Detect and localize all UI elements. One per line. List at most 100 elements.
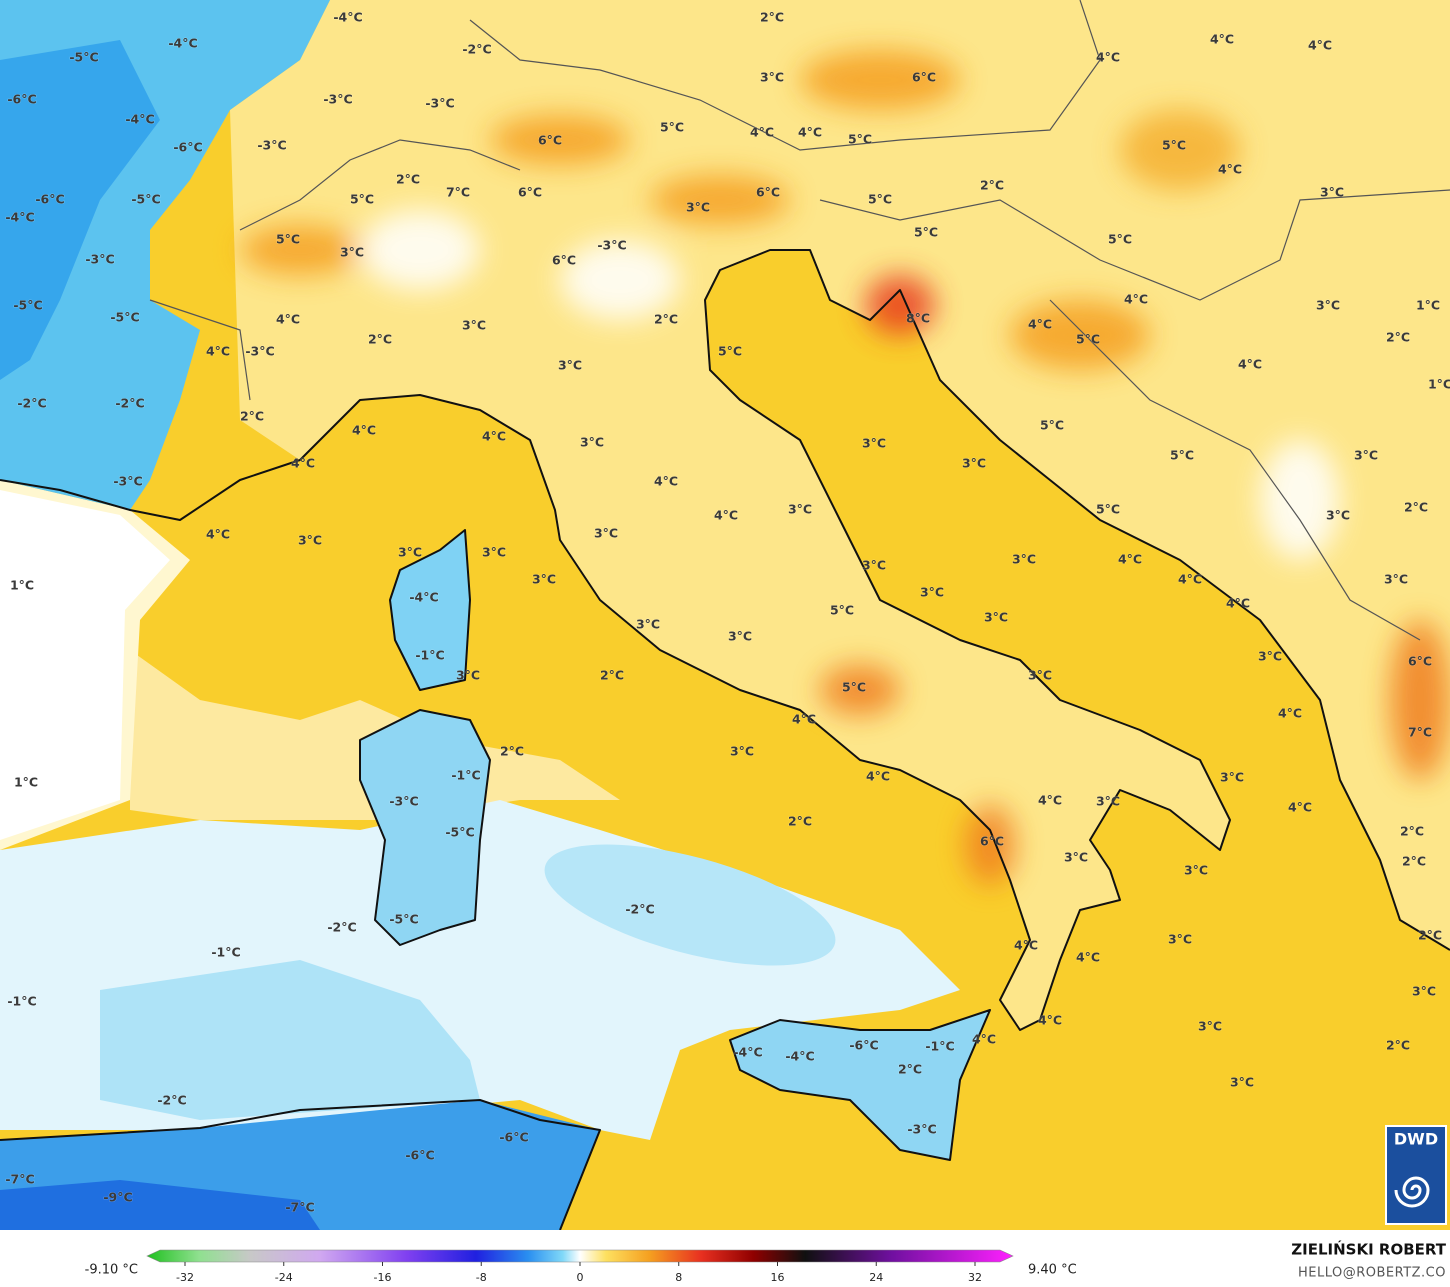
temperature-label: 2°C: [500, 744, 524, 759]
temperature-label: -9°C: [103, 1190, 132, 1205]
temperature-label: 3°C: [462, 318, 486, 333]
colorbar-tick-label: 0: [577, 1271, 584, 1284]
temperature-label: -2°C: [462, 42, 491, 57]
temperature-label: 4°C: [482, 429, 506, 444]
logo-text: DWD: [1394, 1130, 1438, 1149]
temperature-label: 1°C: [1428, 377, 1450, 392]
temperature-label: -2°C: [157, 1093, 186, 1108]
temperature-label: -6°C: [405, 1148, 434, 1163]
temperature-label: 3°C: [788, 502, 812, 517]
temperature-label: 4°C: [1096, 50, 1120, 65]
colorbar-tick-label: -24: [275, 1271, 293, 1284]
temperature-label: -4°C: [733, 1045, 762, 1060]
temperature-label: 3°C: [760, 70, 784, 85]
temperature-label: 4°C: [291, 456, 315, 471]
temperature-label: 3°C: [1258, 649, 1282, 664]
temperature-label: 1°C: [10, 578, 34, 593]
temperature-label: 4°C: [1076, 950, 1100, 965]
temperature-label: 4°C: [1038, 793, 1062, 808]
temperature-label: -2°C: [17, 396, 46, 411]
temperature-label: 4°C: [1218, 162, 1242, 177]
temperature-label: 6°C: [912, 70, 936, 85]
temperature-label: -1°C: [925, 1039, 954, 1054]
temperature-label: 2°C: [1418, 928, 1442, 943]
temperature-label: 3°C: [1384, 572, 1408, 587]
temperature-label: 4°C: [352, 423, 376, 438]
temperature-label: 4°C: [1028, 317, 1052, 332]
temperature-label: 7°C: [1408, 725, 1432, 740]
temperature-label: -7°C: [5, 1172, 34, 1187]
colorbar-max: 9.40 °C: [1028, 1263, 1077, 1278]
temperature-label: -5°C: [131, 192, 160, 207]
temperature-label: -3°C: [245, 344, 274, 359]
temperature-label: 2°C: [788, 814, 812, 829]
temperature-label: 5°C: [842, 680, 866, 695]
temperature-label: 3°C: [594, 526, 618, 541]
temperature-label: 6°C: [756, 185, 780, 200]
temperature-label: 4°C: [654, 474, 678, 489]
temperature-label: 4°C: [276, 312, 300, 327]
temperature-label: 4°C: [792, 712, 816, 727]
temperature-label: 3°C: [298, 533, 322, 548]
temperature-label: 5°C: [1096, 502, 1120, 517]
colorbar-tick-label: -32: [176, 1271, 194, 1284]
temperature-label: 2°C: [1400, 824, 1424, 839]
temperature-label: -1°C: [415, 648, 444, 663]
temperature-label: 5°C: [1170, 448, 1194, 463]
temperature-label: 3°C: [984, 610, 1008, 625]
temperature-label: 3°C: [1320, 185, 1344, 200]
temperature-label: -2°C: [115, 396, 144, 411]
temperature-label: 3°C: [728, 629, 752, 644]
temperature-label: 4°C: [1124, 292, 1148, 307]
colorbar-min: -9.10 °C: [85, 1263, 138, 1278]
colorbar: -9.10 °C 9.40 °C -32 -24 -16 -8 0 8 16 24 32: [85, 1249, 1077, 1284]
temperature-label: 3°C: [862, 436, 886, 451]
temperature-label: 2°C: [898, 1062, 922, 1077]
temperature-label: 3°C: [558, 358, 582, 373]
temperature-label: -4°C: [5, 210, 34, 225]
temperature-label: 3°C: [636, 617, 660, 632]
temperature-label: 3°C: [1184, 863, 1208, 878]
temperature-label: 6°C: [518, 185, 542, 200]
temperature-label: 3°C: [482, 545, 506, 560]
temperature-label: -5°C: [69, 50, 98, 65]
temperature-label: 4°C: [1288, 800, 1312, 815]
temperature-label: 4°C: [206, 344, 230, 359]
temperature-labels: -4°C -4°C -5°C -6°C -4°C -3°C -3°C -2°C -6°C -3°C…: [5, 9, 1450, 1215]
temperature-label: 6°C: [538, 133, 562, 148]
temperature-label: 3°C: [686, 200, 710, 215]
colorbar-tick-label: 24: [869, 1271, 883, 1284]
temperature-label: -1°C: [7, 994, 36, 1009]
temperature-label: 3°C: [1064, 850, 1088, 865]
temperature-label: 2°C: [1386, 1038, 1410, 1053]
temperature-label: 5°C: [914, 225, 938, 240]
temperature-label: 2°C: [654, 312, 678, 327]
temperature-label: 4°C: [1238, 357, 1262, 372]
colorbar-tick-label: 8: [675, 1271, 682, 1284]
temperature-label: 3°C: [1220, 770, 1244, 785]
temperature-label: 4°C: [1014, 938, 1038, 953]
temperature-label: 6°C: [552, 253, 576, 268]
temperature-label: -3°C: [257, 138, 286, 153]
credit-email: HELLO@ROBERTZ.CO: [1298, 1266, 1446, 1281]
temperature-label: 2°C: [1386, 330, 1410, 345]
temperature-label: -4°C: [409, 590, 438, 605]
temperature-label: 3°C: [920, 585, 944, 600]
temperature-label: 4°C: [1118, 552, 1142, 567]
temperature-label: 4°C: [714, 508, 738, 523]
credit-author: ZIELIŃSKI ROBERT: [1291, 1240, 1446, 1259]
temperature-label: -3°C: [597, 238, 626, 253]
temperature-label: -3°C: [907, 1122, 936, 1137]
temperature-label: 5°C: [1076, 332, 1100, 347]
temperature-label: -5°C: [445, 825, 474, 840]
temperature-label: 4°C: [750, 125, 774, 140]
temperature-label: -6°C: [849, 1038, 878, 1053]
temperature-label: -6°C: [499, 1130, 528, 1145]
temperature-label: -7°C: [285, 1200, 314, 1215]
temperature-label: 2°C: [368, 332, 392, 347]
temperature-label: 3°C: [456, 668, 480, 683]
temperature-label: 4°C: [1308, 38, 1332, 53]
temperature-label: 4°C: [1178, 572, 1202, 587]
temperature-label: -6°C: [173, 140, 202, 155]
temperature-label: -4°C: [333, 10, 362, 25]
